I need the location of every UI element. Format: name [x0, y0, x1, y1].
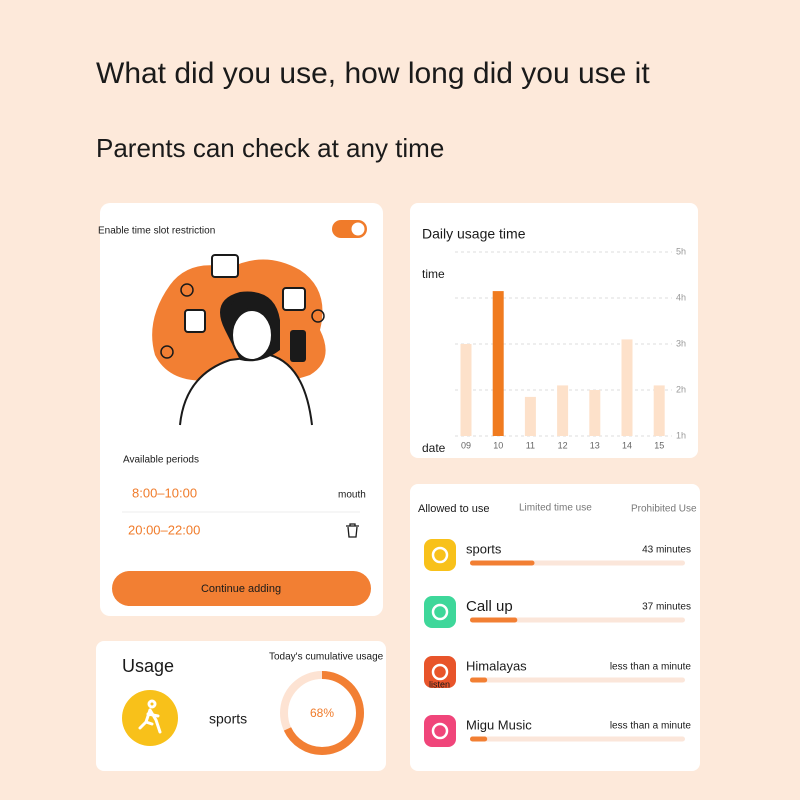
- page-title: What did you use, how long did you use i…: [96, 57, 650, 90]
- tab-active[interactable]: Allowed to use: [418, 503, 490, 515]
- period-time[interactable]: 20:00–22:00: [128, 522, 200, 537]
- ring-label: 68%: [310, 706, 334, 720]
- app-time: 37 minutes: [642, 602, 691, 613]
- progress-bar: [470, 677, 488, 683]
- button-label: Continue adding: [201, 583, 281, 595]
- bar: [524, 396, 536, 436]
- icon-label: listen: [429, 679, 450, 689]
- app-icon-glyph: [431, 603, 449, 621]
- illustration: [152, 254, 326, 426]
- y-tick-label: 3h: [676, 338, 686, 348]
- progress-bar: [470, 736, 488, 742]
- toggle-label: Enable time slot restriction: [98, 226, 215, 237]
- progress-track: [470, 677, 685, 683]
- progress-track: [470, 617, 685, 623]
- app-icon: [424, 656, 456, 688]
- app-icon: [424, 596, 456, 628]
- progress-track: [470, 736, 685, 742]
- progress-bar: [470, 560, 535, 566]
- tab[interactable]: Limited time use: [519, 503, 592, 514]
- app-time: 43 minutes: [642, 545, 691, 556]
- bar: [621, 339, 633, 436]
- delete-icon[interactable]: [346, 523, 359, 538]
- x-tick-label: 11: [526, 440, 535, 450]
- app-name: sports: [466, 541, 502, 556]
- periods-label: Available periods: [123, 455, 199, 466]
- x-axis-label: date: [422, 441, 446, 455]
- x-tick-label: 13: [590, 440, 600, 450]
- app-time: less than a minute: [610, 721, 692, 732]
- app-icon: [424, 539, 456, 571]
- progress-bar: [470, 617, 518, 623]
- app-name: Himalayas: [466, 658, 527, 673]
- y-tick-label: 5h: [676, 246, 686, 256]
- y-axis-label: time: [422, 267, 445, 281]
- continue-button[interactable]: [112, 571, 371, 606]
- app-icon-glyph: [431, 663, 449, 681]
- x-tick-label: 10: [493, 440, 503, 450]
- y-tick-label: 2h: [676, 384, 686, 394]
- usage-app: sports: [209, 711, 247, 727]
- page-subtitle: Parents can check at any time: [96, 133, 444, 163]
- app-icon-glyph: [431, 722, 449, 740]
- app-list-card: [410, 484, 700, 771]
- bar: [653, 385, 665, 436]
- chart-title: Daily usage time: [422, 226, 526, 242]
- ring-progress: [280, 671, 364, 755]
- app-time: less than a minute: [610, 662, 692, 673]
- bar: [589, 390, 601, 436]
- app-name: Migu Music: [466, 717, 532, 732]
- period-time[interactable]: 8:00–10:00: [132, 485, 197, 500]
- app-icon: [122, 690, 178, 746]
- x-tick-label: 14: [622, 440, 632, 450]
- y-tick-label: 4h: [676, 292, 686, 302]
- bar: [557, 385, 569, 436]
- app-icon: [424, 715, 456, 747]
- cumulative-label: Today's cumulative usage: [269, 652, 384, 663]
- x-tick-label: 09: [461, 440, 471, 450]
- tab[interactable]: Prohibited Use: [631, 504, 697, 515]
- toggle[interactable]: [332, 220, 367, 238]
- x-tick-label: 15: [654, 440, 664, 450]
- x-tick-label: 12: [558, 440, 568, 450]
- app-icon-glyph: [431, 546, 449, 564]
- app-name: Call up: [466, 598, 513, 615]
- period-repeat: mouth: [338, 490, 366, 501]
- usage-title: Usage: [122, 656, 174, 676]
- runner-glyph: [138, 699, 162, 734]
- bar: [460, 344, 472, 436]
- y-tick-label: 1h: [676, 430, 686, 440]
- bar: [492, 291, 504, 436]
